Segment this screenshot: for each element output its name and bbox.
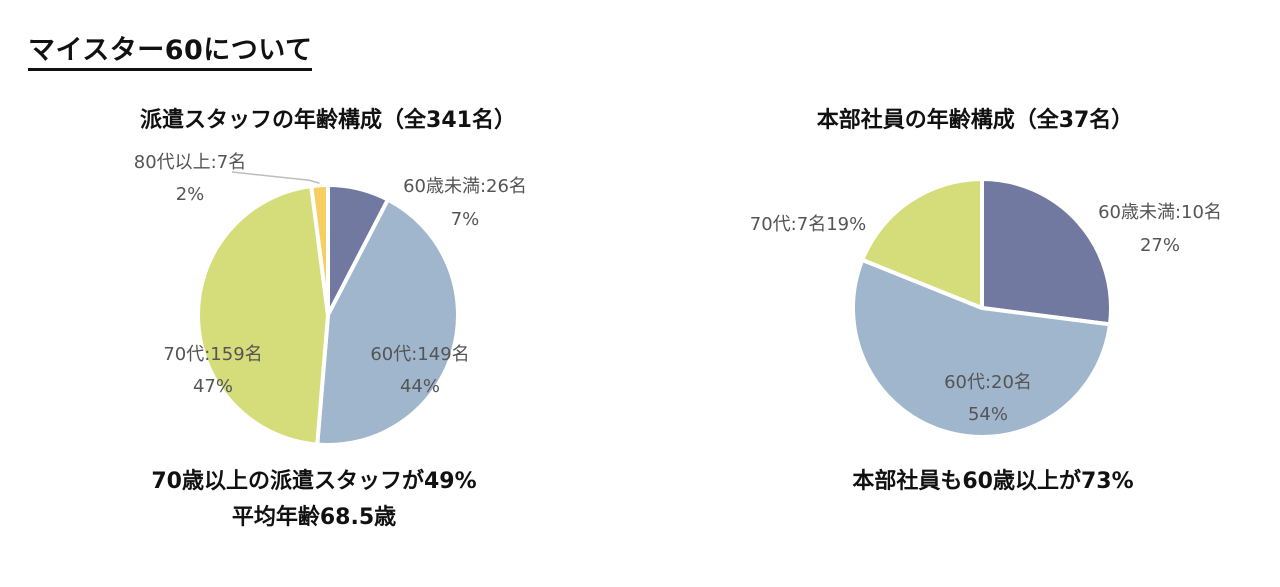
slice-label: 60歳未満:26名 <box>403 176 527 197</box>
pie-staff: 60歳未満:26名 7% 60代:149名 44% 70代:159名 47% 80代以上:7… <box>134 152 527 447</box>
slice-percent: 27% <box>1140 235 1180 256</box>
slice-percent: 44% <box>400 376 440 397</box>
slice-percent: 7% <box>451 209 480 230</box>
slice-label: 60歳未満:10名 <box>1098 202 1222 223</box>
summary-hq: 本部社員も60歳以上が73% <box>852 464 1133 500</box>
summary-hq-line-1: 本部社員も60歳以上が73% <box>852 469 1134 494</box>
pie-hq: 60歳未満:10名 27% 60代:20名 54% 70代:7名19% <box>750 177 1222 439</box>
summary-staff-line-2: 平均年齢68.5歳 <box>231 505 397 530</box>
slice-label: 60代:20名 <box>944 372 1032 393</box>
pie-slice <box>860 177 984 310</box>
page-title: マイスター60について <box>28 28 313 71</box>
summary-staff-line-1: 70歳以上の派遣スタッフが49% <box>151 469 477 494</box>
slice-label: 60代:149名 <box>370 344 469 365</box>
pie-slice <box>196 184 330 447</box>
slice-label: 70代:159名 <box>163 344 262 365</box>
chart-title-hq: 本部社員の年齢構成（全37名） <box>816 108 1134 133</box>
slice-label: 70代:7名19% <box>750 214 866 235</box>
pie-slice <box>851 257 1112 439</box>
summary-staff: 70歳以上の派遣スタッフが49% 平均年齢68.5歳 <box>151 464 476 536</box>
slice-percent: 2% <box>176 184 205 205</box>
slice-percent: 47% <box>193 376 233 397</box>
pie-slice <box>315 197 460 447</box>
slice-percent: 54% <box>968 404 1008 425</box>
pie-slice <box>309 183 330 317</box>
leader-line <box>231 171 320 184</box>
pie-slice <box>980 177 1113 327</box>
chart-title-staff: 派遣スタッフの年齢構成（全341名） <box>140 108 516 133</box>
slice-label: 80代以上:7名 <box>134 152 246 173</box>
